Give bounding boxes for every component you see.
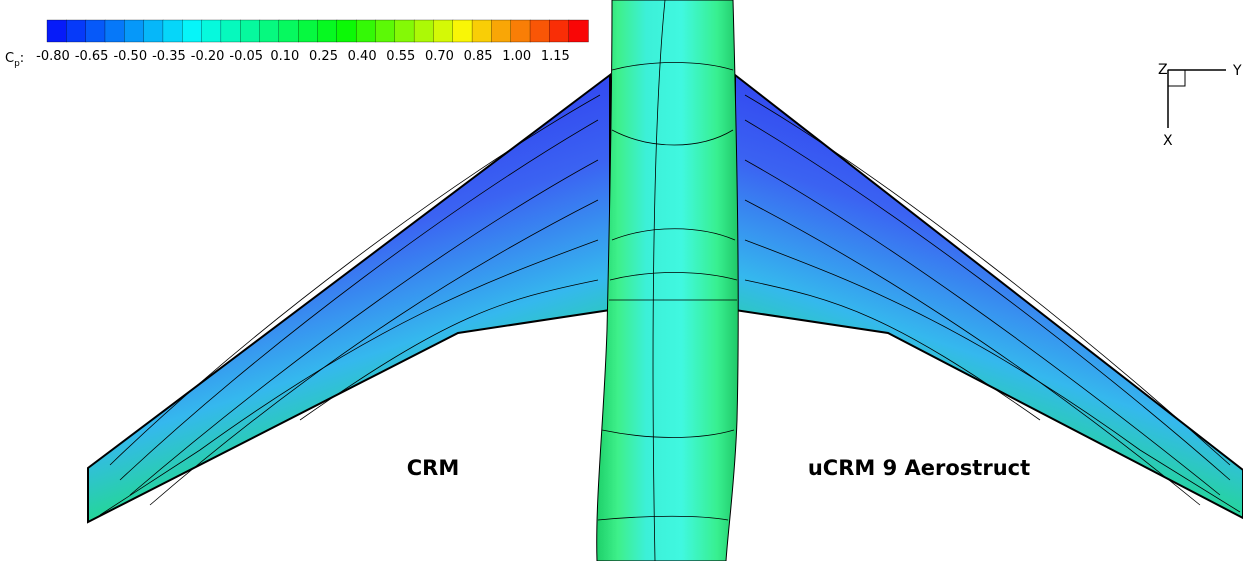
colorbar-tick-label: -0.65 — [75, 49, 109, 64]
left-label: CRM — [407, 456, 459, 480]
colorbar-tick-label: -0.20 — [191, 49, 225, 64]
colorbar-label: Cp: — [5, 51, 24, 69]
colorbar-tick-label: 0.70 — [425, 49, 454, 64]
colorbar-tick-label: 1.00 — [502, 49, 531, 64]
colorbar-swatch — [220, 19, 241, 43]
colorbar-swatch — [394, 19, 415, 43]
axis-triad: Z Y X — [1158, 62, 1242, 149]
colorbar-swatch — [413, 19, 435, 43]
colorbar-tick-label: -0.35 — [152, 49, 186, 64]
colorbar-tick-label: 0.55 — [386, 49, 415, 64]
colorbar-swatch — [433, 19, 454, 43]
axis-x: X — [1163, 133, 1173, 149]
colorbar-swatch — [549, 19, 570, 43]
colorbar-tick-label: 1.15 — [541, 49, 570, 64]
colorbar-swatch — [510, 19, 531, 43]
colorbar-tick-label: 0.25 — [309, 49, 338, 64]
colorbar-swatch — [491, 19, 512, 43]
right-label: uCRM 9 Aerostruct — [808, 456, 1030, 480]
colorbar: Cp: -0.80 -0.65 -0.50 -0.35 -0.20 -0.05 0.10 0.… — [5, 19, 589, 69]
colorbar-swatch — [452, 19, 473, 43]
colorbar-swatch — [259, 19, 280, 43]
colorbar-swatch — [375, 19, 396, 43]
colorbar-tick-label: 0.40 — [348, 49, 377, 64]
colorbar-tick-label: -0.80 — [36, 49, 70, 64]
colorbar-swatch — [201, 19, 222, 43]
colorbar-swatch — [46, 19, 67, 43]
colorbar-swatch — [529, 19, 551, 43]
colorbar-tick-label: 0.10 — [270, 49, 299, 64]
colorbar-swatch — [143, 19, 164, 43]
axis-y: Y — [1232, 63, 1242, 79]
colorbar-swatch — [124, 19, 145, 43]
colorbar-swatch — [104, 19, 125, 43]
colorbar-swatch — [162, 19, 183, 43]
colorbar-swatch — [182, 19, 203, 43]
colorbar-swatch — [471, 19, 493, 43]
colorbar-swatch — [278, 19, 299, 43]
colorbar-tick-label: -0.05 — [229, 49, 263, 64]
colorbar-swatch — [85, 19, 106, 43]
colorbar-swatch — [298, 19, 319, 43]
colorbar-swatch — [336, 19, 357, 43]
colorbar-swatch — [240, 19, 261, 43]
colorbar-swatch — [317, 19, 338, 43]
colorbar-tick-label: 0.85 — [464, 49, 493, 64]
fuselage — [596, 0, 739, 561]
colorbar-swatch — [355, 19, 377, 43]
colorbar-swatch — [568, 19, 589, 43]
colorbar-tick-label: -0.50 — [113, 49, 147, 64]
left-wing — [87, 72, 611, 524]
colorbar-swatch — [66, 19, 87, 43]
axis-z: Z — [1158, 62, 1168, 78]
